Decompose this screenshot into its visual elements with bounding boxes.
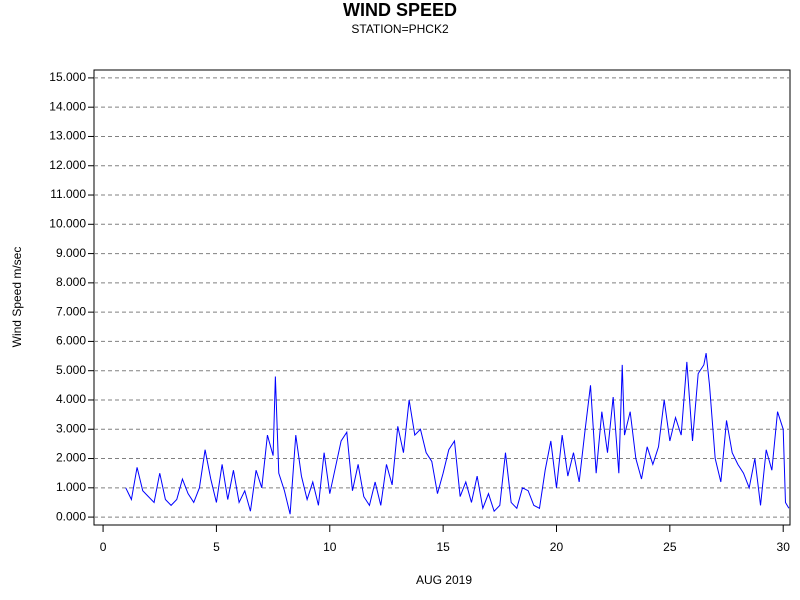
y-tick-label: 6.000	[56, 334, 86, 348]
y-tick-label: 3.000	[56, 421, 86, 435]
y-tick-label: 10.000	[49, 216, 86, 230]
y-tick-label: 5.000	[56, 363, 86, 377]
y-tick-label: 15.000	[49, 70, 86, 84]
y-tick-label: 8.000	[56, 275, 86, 289]
y-tick-label: 9.000	[56, 246, 86, 260]
x-tick-label: 20	[550, 540, 564, 554]
x-tick-label: 25	[663, 540, 677, 554]
x-tick-label: 10	[323, 540, 337, 554]
y-tick-label: 14.000	[49, 99, 86, 113]
chart-subtitle: STATION=PHCK2	[351, 22, 449, 36]
data-line	[125, 353, 790, 515]
chart-title: WIND SPEED	[343, 0, 457, 20]
x-axis-label: AUG 2019	[416, 573, 472, 587]
y-tick-label: 7.000	[56, 304, 86, 318]
y-tick-label: 2.000	[56, 451, 86, 465]
y-axis-label: Wind Speed m/sec	[10, 247, 24, 348]
x-tick-label: 30	[777, 540, 791, 554]
x-tick-label: 5	[213, 540, 220, 554]
y-tick-label: 0.000	[56, 509, 86, 523]
y-tick-label: 12.000	[49, 158, 86, 172]
y-tick-label: 13.000	[49, 129, 86, 143]
y-tick-label: 11.000	[50, 187, 86, 201]
y-tick-label: 1.000	[56, 480, 86, 494]
plot-frame	[93, 69, 791, 526]
x-tick-label: 0	[100, 540, 107, 554]
y-tick-label: 4.000	[56, 392, 86, 406]
x-tick-label: 15	[436, 540, 450, 554]
